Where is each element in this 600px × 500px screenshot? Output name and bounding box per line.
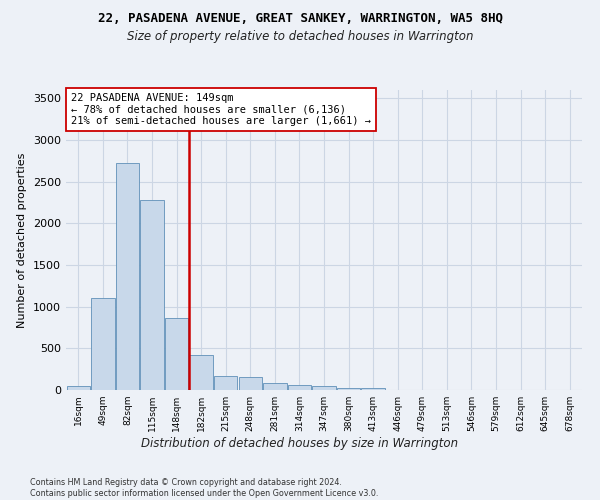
Bar <box>91 298 115 390</box>
Text: Distribution of detached houses by size in Warrington: Distribution of detached houses by size … <box>142 438 458 450</box>
Text: 22 PASADENA AVENUE: 149sqm
← 78% of detached houses are smaller (6,136)
21% of s: 22 PASADENA AVENUE: 149sqm ← 78% of deta… <box>71 93 371 126</box>
Bar <box>361 388 385 390</box>
Bar <box>67 386 90 390</box>
Bar <box>140 200 164 390</box>
Bar <box>165 318 188 390</box>
Bar <box>313 386 335 390</box>
Bar <box>337 388 360 390</box>
Text: Contains HM Land Registry data © Crown copyright and database right 2024.
Contai: Contains HM Land Registry data © Crown c… <box>30 478 379 498</box>
Y-axis label: Number of detached properties: Number of detached properties <box>17 152 28 328</box>
Bar <box>239 376 262 390</box>
Text: Size of property relative to detached houses in Warrington: Size of property relative to detached ho… <box>127 30 473 43</box>
Bar <box>214 376 238 390</box>
Bar <box>263 382 287 390</box>
Text: 22, PASADENA AVENUE, GREAT SANKEY, WARRINGTON, WA5 8HQ: 22, PASADENA AVENUE, GREAT SANKEY, WARRI… <box>97 12 503 26</box>
Bar <box>190 355 213 390</box>
Bar <box>288 386 311 390</box>
Bar <box>116 164 139 390</box>
